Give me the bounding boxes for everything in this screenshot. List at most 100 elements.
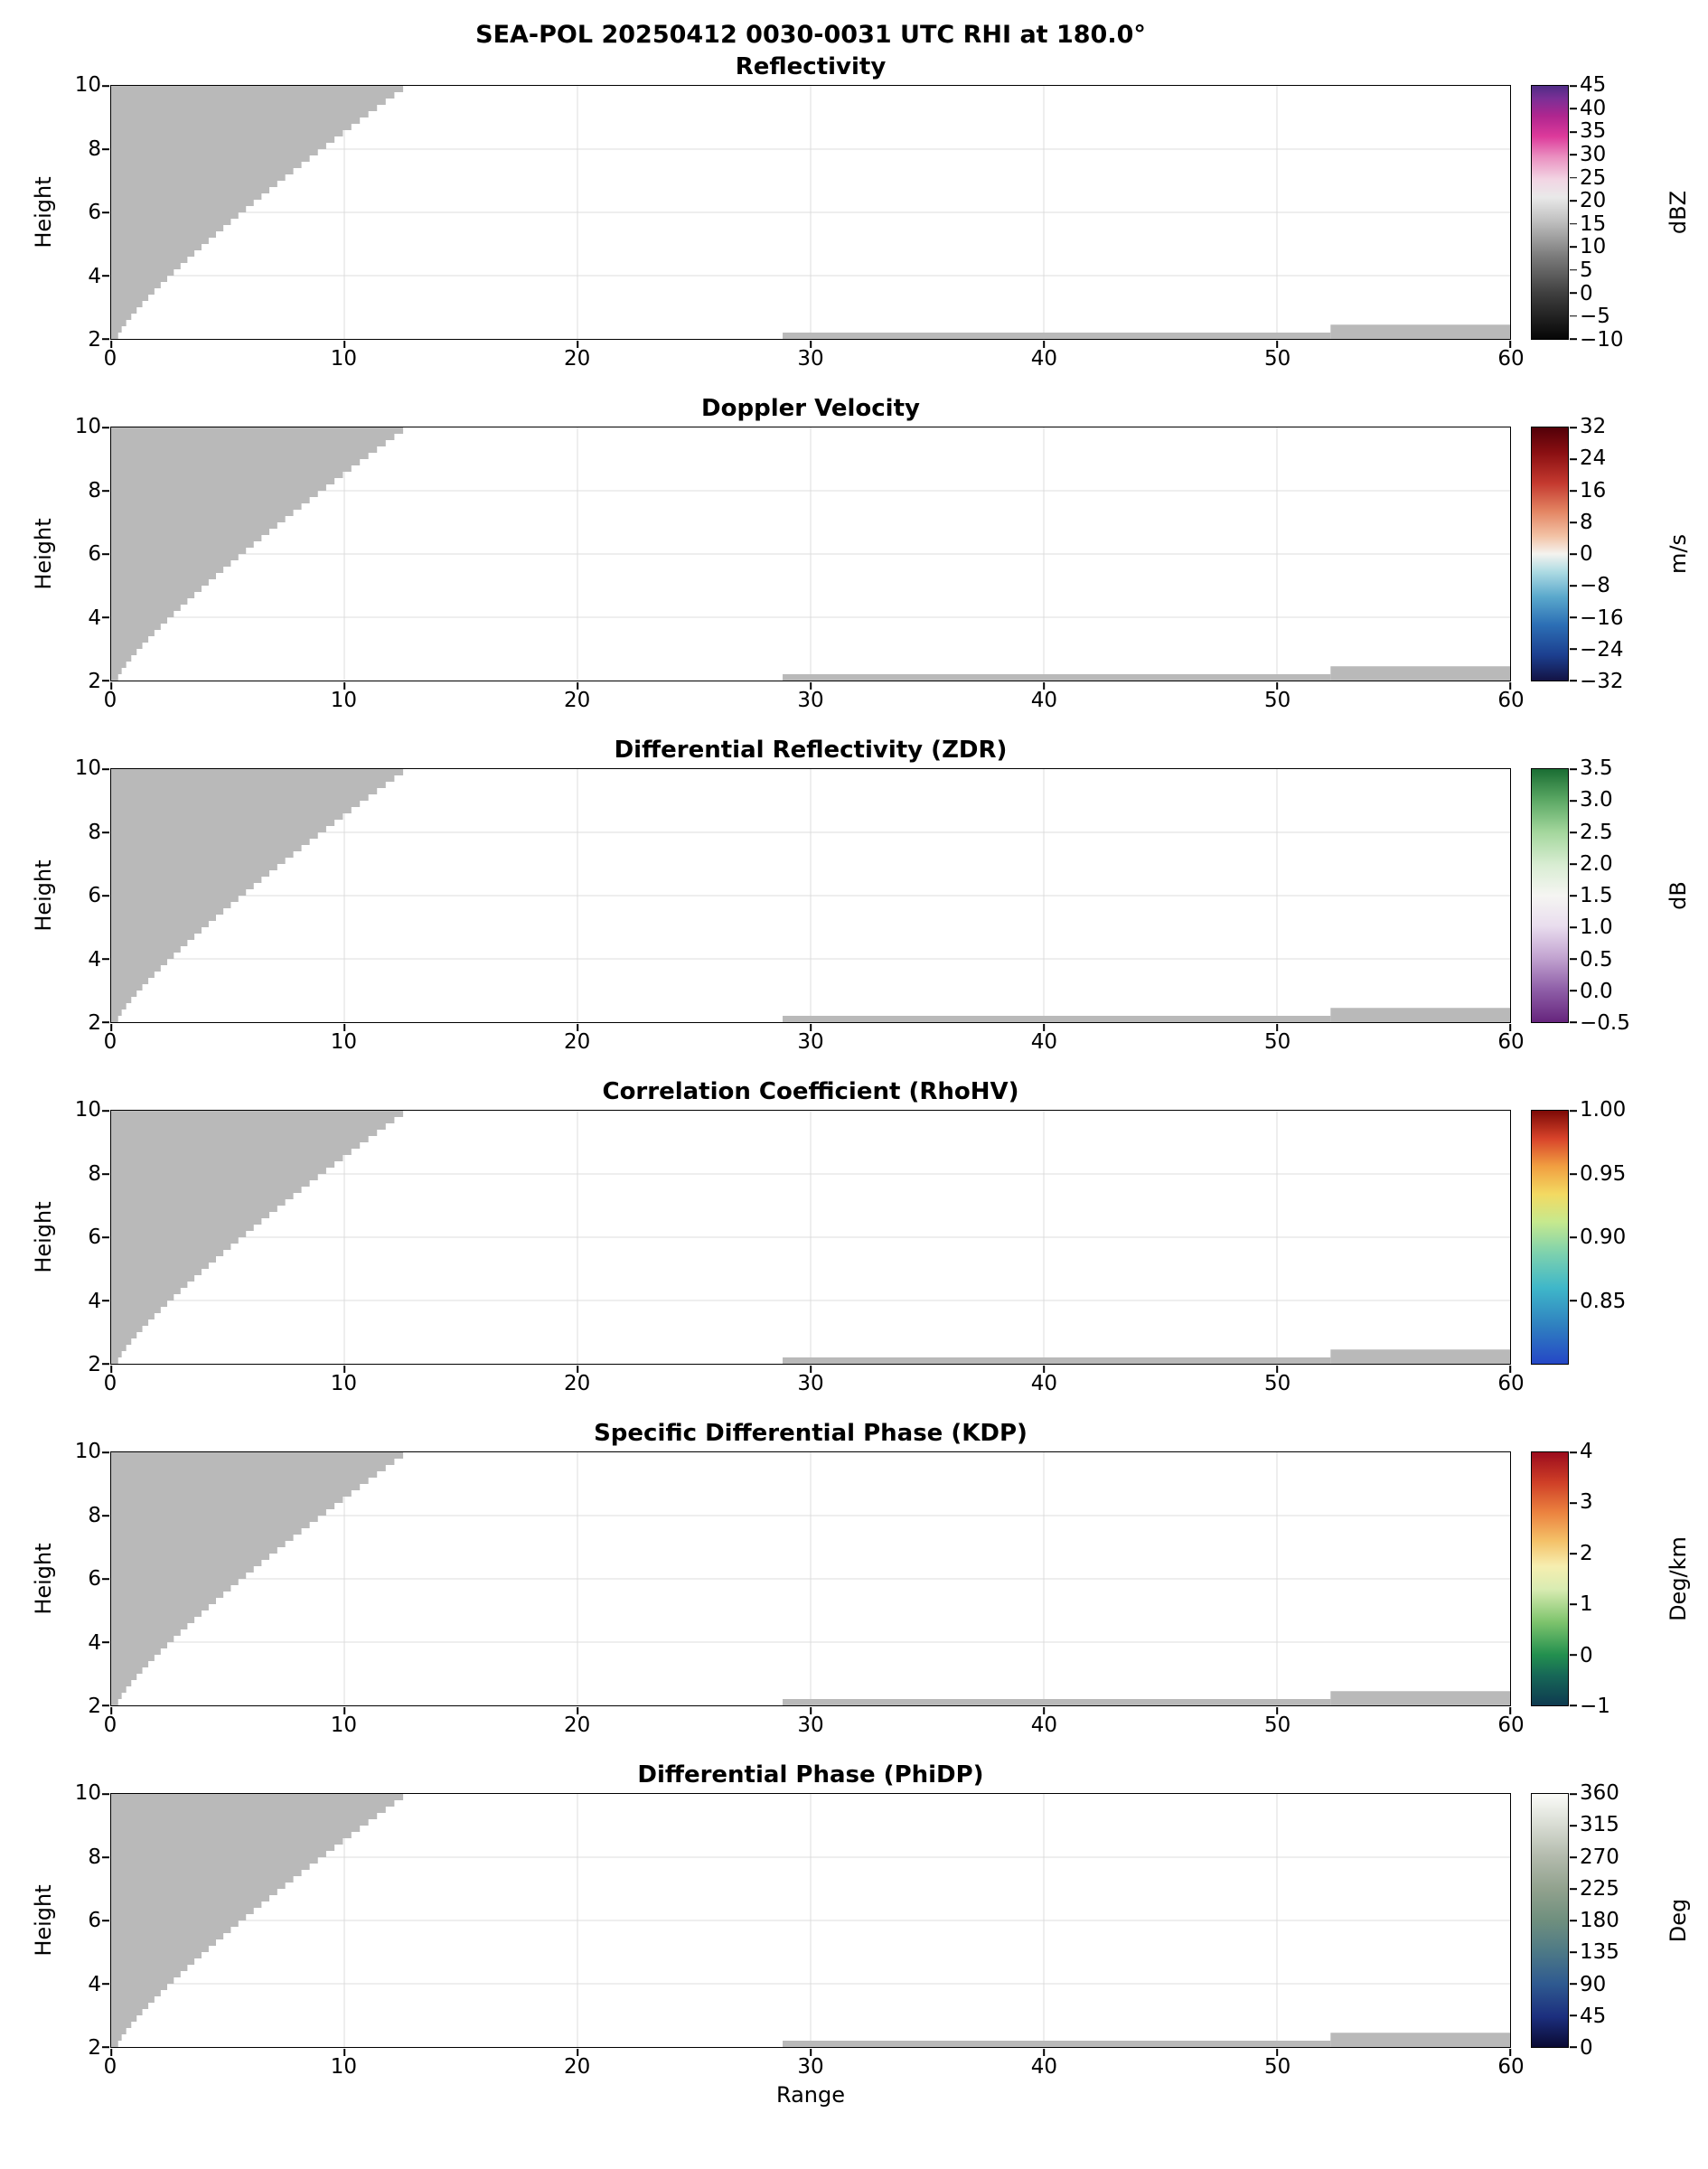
x-tick-mark xyxy=(577,1023,578,1031)
colorbar-tick-label: 0.90 xyxy=(1580,1225,1627,1249)
colorbar-tick-label: −24 xyxy=(1580,637,1624,662)
colorbar-tick-label: 270 xyxy=(1580,1845,1619,1869)
colorbar-tick-mark xyxy=(1569,990,1577,991)
colorbar-tick-mark xyxy=(1569,292,1577,294)
colorbar-zdr xyxy=(1531,768,1577,1023)
rhi-plot-rhohv xyxy=(111,1111,1510,1364)
colorbar-reflectivity xyxy=(1531,85,1577,340)
y-tick-mark xyxy=(102,490,110,492)
colorbar-tick-label: 40 xyxy=(1580,96,1607,120)
colorbar-gap xyxy=(1511,1793,1531,2048)
x-tick-label: 60 xyxy=(1497,1030,1525,1054)
colorbar-tick-label: 90 xyxy=(1580,1972,1607,1996)
colorbar-tick-mark xyxy=(1569,1173,1577,1175)
x-tick-mark xyxy=(343,340,345,348)
x-tick-label: 60 xyxy=(1497,1714,1525,1737)
colorbar-tick-mark xyxy=(1569,427,1577,428)
x-tick-label: 0 xyxy=(103,689,117,712)
figure-title: SEA-POL 20250412 0030-0031 UTC RHI at 18… xyxy=(475,21,1146,49)
colorbar-tick-mark xyxy=(1569,338,1577,340)
x-tick-mark xyxy=(1276,1706,1278,1714)
y-tick-mark xyxy=(102,427,110,428)
colorbar-tick-label: 3.0 xyxy=(1580,788,1613,812)
colorbar-tick-label: 225 xyxy=(1580,1876,1619,1901)
colorbar-tick-label: 1.0 xyxy=(1580,915,1613,940)
x-tick-label: 50 xyxy=(1264,347,1291,371)
y-tick-label: 4 xyxy=(88,606,101,630)
y-tick-mark xyxy=(102,1641,110,1643)
x-tick-label: 60 xyxy=(1497,347,1525,371)
x-tick-mark xyxy=(110,1706,112,1714)
panel-doppler-velocity: Doppler Velocity Height 2 4 6 8 10 32 24 16 8 0−… xyxy=(27,394,1708,712)
colorbar-tick-label: −0.5 xyxy=(1580,1011,1630,1035)
colorbar-tick-label: −8 xyxy=(1580,574,1610,598)
colorbar-tick-mark xyxy=(1569,585,1577,587)
x-axis-ticks: 0 10 20 30 40 50 60 xyxy=(104,1365,1525,1395)
x-tick-mark xyxy=(810,1706,812,1714)
x-tick-label: 60 xyxy=(1497,689,1525,712)
x-tick-label: 50 xyxy=(1264,1372,1291,1395)
colorbar-rhohv xyxy=(1531,1110,1577,1365)
x-tick-label: 20 xyxy=(564,347,591,371)
colorbar-tick-mark xyxy=(1569,926,1577,928)
colorbar-tick-label: 1 xyxy=(1580,1592,1593,1617)
x-tick-label: 10 xyxy=(330,689,357,712)
x-tick-mark xyxy=(1509,340,1511,348)
x-tick-mark xyxy=(577,1706,578,1714)
y-tick-label: 10 xyxy=(74,1098,101,1122)
y-tick-mark xyxy=(102,1515,110,1516)
y-tick-label: 2 xyxy=(88,670,101,693)
plot-area-reflectivity xyxy=(102,85,1511,348)
y-tick-label: 2 xyxy=(88,2036,101,2060)
colorbar-tick-mark xyxy=(1569,108,1577,110)
colorbar-tick-label: 3.5 xyxy=(1580,756,1613,780)
y-tick-label: 2 xyxy=(88,1353,101,1376)
x-tick-label: 10 xyxy=(330,347,357,371)
colorbar-tick-label: 25 xyxy=(1580,165,1607,190)
x-tick-label: 30 xyxy=(797,1714,824,1737)
colorbar-unit-label: dBZ xyxy=(1666,190,1691,235)
y-tick-label: 4 xyxy=(88,264,101,288)
colorbar-tick-label: 0.0 xyxy=(1580,979,1613,1003)
x-tick-label: 0 xyxy=(103,1030,117,1054)
y-tick-label: 8 xyxy=(88,1161,101,1186)
colorbar-tick-mark xyxy=(1569,648,1577,650)
x-tick-mark xyxy=(1276,681,1278,690)
y-tick-mark xyxy=(102,211,110,213)
y-tick-mark xyxy=(102,338,110,340)
x-tick-mark xyxy=(1509,2048,1511,2056)
x-tick-mark xyxy=(343,1023,345,1031)
panel-title-reflectivity: Reflectivity xyxy=(735,53,887,80)
colorbar-unit-label: m/s xyxy=(1666,534,1691,574)
colorbar-tick-mark xyxy=(1569,1110,1577,1112)
y-tick-label: 10 xyxy=(74,73,101,97)
colorbar-tick-mark xyxy=(1569,800,1577,802)
y-tick-label: 6 xyxy=(88,201,101,224)
colorbar-tick-mark xyxy=(1569,458,1577,460)
colorbar-tick-mark xyxy=(1569,1021,1577,1023)
x-tick-label: 0 xyxy=(103,2055,117,2079)
colorbar-tick-mark xyxy=(1569,1603,1577,1605)
colorbar-tick-label: 2.5 xyxy=(1580,820,1613,844)
y-tick-mark xyxy=(102,680,110,681)
colorbar-ticks: 45 40 35 30 25 20 15 10 5 0 −5 −10 xyxy=(1569,73,1659,352)
x-tick-mark xyxy=(810,2048,812,2056)
y-tick-mark xyxy=(102,895,110,897)
colorbar-doppler-velocity xyxy=(1531,427,1577,681)
colorbar-ticks: 32 24 16 8 0 −8 −16 −24 −32 xyxy=(1569,415,1659,693)
colorbar-tick-label: 0 xyxy=(1580,281,1593,305)
x-tick-mark xyxy=(343,2048,345,2056)
colorbar-kdp xyxy=(1531,1451,1577,1706)
colorbar-tick-mark xyxy=(1569,1654,1577,1656)
y-tick-mark xyxy=(102,1793,110,1795)
rhi-plot-phidp xyxy=(111,1794,1510,2047)
panel-title-zdr: Differential Reflectivity (ZDR) xyxy=(614,737,1008,764)
y-tick-mark xyxy=(102,2046,110,2048)
x-tick-mark xyxy=(577,681,578,690)
x-tick-label: 0 xyxy=(103,347,117,371)
colorbar-tick-mark xyxy=(1569,246,1577,248)
colorbar-tick-mark xyxy=(1569,1502,1577,1504)
colorbar-tick-label: 360 xyxy=(1580,1781,1619,1805)
panel-title-doppler-velocity: Doppler Velocity xyxy=(701,395,920,422)
